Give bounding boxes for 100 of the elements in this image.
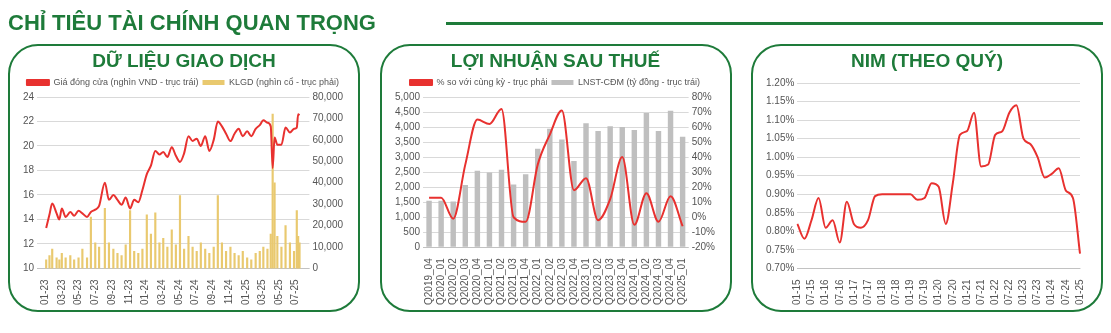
x-tick-label: Q2024_02 (639, 257, 651, 306)
y2-tick-label: 60% (691, 120, 712, 132)
x-tick-label: 01-22 (988, 278, 1000, 305)
x-tick-label: Q2020_03 (458, 257, 470, 306)
y-tick-label: 0.85% (766, 206, 795, 218)
legend-label: KLGD (nghìn cổ - trục phải) (229, 76, 340, 87)
x-tick-label: 01-25 (239, 278, 251, 305)
x-tick-label: Q2023_01 (579, 257, 591, 306)
x-tick-label: 09-24 (206, 278, 218, 305)
x-tick-label: 01-15 (791, 278, 803, 305)
x-tick-label: 11-24 (223, 279, 235, 305)
y-tick-label: 1.00% (766, 150, 795, 162)
y-tick-label: 3,500 (394, 135, 420, 147)
x-tick-label: 01-24 (139, 278, 151, 305)
x-tick-label: 01-25 (1073, 278, 1085, 305)
y-tick-label: 1.05% (766, 132, 795, 144)
x-tick-label: 07-17 (861, 278, 873, 305)
y2-tick-label: 30% (691, 165, 712, 177)
x-tick-label: Q2024_04 (663, 257, 675, 306)
y-tick-label: 0.90% (766, 188, 795, 199)
x-tick-label: 05-23 (72, 278, 84, 305)
x-tick-label: 01-16 (819, 278, 831, 305)
x-tick-label: 07-24 (189, 278, 201, 305)
y-tick-label: 4,500 (394, 105, 420, 117)
y-tick-label: 16 (23, 188, 35, 200)
y2-tick-label: 70% (691, 105, 712, 117)
y2-tick-label: 40% (691, 150, 712, 162)
y-tick-label: 1.10% (766, 113, 795, 125)
x-tick-label: 07-25 (289, 278, 301, 305)
x-tick-label: Q2021_02 (494, 257, 506, 306)
x-tick-label: 01-23 (39, 278, 51, 305)
y-tick-label: 0 (413, 241, 420, 253)
y2-tick-label: 50% (691, 135, 712, 147)
x-tick-label: 03-24 (155, 278, 167, 305)
x-tick-label: 05-25 (272, 278, 284, 305)
x-tick-label: Q2022_03 (555, 257, 567, 306)
x-tick-label: Q2022_04 (567, 257, 579, 306)
x-tick-label: Q2021_03 (506, 257, 518, 306)
x-tick-label: 07-24 (1059, 278, 1071, 305)
x-tick-label: 07-23 (1031, 278, 1043, 305)
x-tick-label: 01-19 (904, 278, 916, 305)
x-tick-label: 03-23 (55, 278, 67, 305)
y-tick-label: 5,000 (394, 90, 420, 102)
y2-tick-label: 0% (691, 210, 706, 222)
y-tick-label: 20 (23, 139, 35, 151)
y2-tick-label: -20% (691, 241, 715, 253)
x-tick-label: 01-21 (960, 278, 972, 305)
y-tick-label: 1,000 (394, 210, 420, 222)
y2-tick-label: 70,000 (312, 112, 344, 124)
y-tick-label: 1,500 (394, 195, 420, 207)
x-tick-label: Q2022_02 (543, 257, 555, 306)
x-tick-label: 01-20 (932, 278, 944, 305)
y2-tick-label: 20,000 (312, 219, 344, 231)
y-tick-label: 3,000 (394, 150, 420, 162)
y-tick-label: 14 (23, 213, 35, 225)
x-tick-label: Q2022_01 (530, 257, 542, 306)
x-tick-label: 01-23 (1017, 278, 1029, 305)
y-tick-label: 12 (23, 237, 35, 249)
x-tick-label: Q2020_04 (470, 257, 482, 306)
x-tick-label: 01-24 (1045, 278, 1057, 305)
x-tick-label: Q2021_01 (482, 257, 494, 306)
y2-tick-label: 80,000 (312, 90, 344, 102)
y-tick-label: 500 (402, 226, 420, 238)
y-tick-label: 1.20% (766, 76, 795, 88)
y2-tick-label: 10% (691, 195, 712, 207)
x-tick-label: 01-17 (847, 278, 859, 305)
x-tick-label: Q2024_01 (627, 257, 639, 306)
x-tick-label: 07-15 (805, 278, 817, 305)
y-tick-label: 1.15% (766, 95, 795, 107)
x-tick-label: Q2020_02 (446, 257, 458, 306)
x-tick-label: Q2020_01 (434, 257, 446, 306)
y-tick-label: 24 (23, 90, 35, 102)
x-tick-label: 11-23 (122, 279, 134, 305)
y2-tick-label: 60,000 (312, 133, 344, 145)
x-tick-label: Q2025_01 (675, 257, 687, 306)
legend-label: LNST-CĐM (tỷ đồng - trục trái) (577, 76, 700, 87)
x-tick-label: Q2019_04 (422, 257, 434, 306)
y-tick-label: 22 (23, 115, 35, 127)
x-tick-label: 07-16 (833, 278, 845, 305)
x-tick-label: 07-22 (1003, 278, 1015, 305)
text: CHỈ TIÊU TÀI CHÍNH QUAN TRỌNG (8, 10, 376, 36)
x-tick-label: 07-18 (890, 278, 902, 305)
x-tick-label: 01-18 (875, 278, 887, 305)
y2-tick-label: 30,000 (312, 197, 344, 209)
y-tick-label: 10 (23, 262, 35, 274)
y2-tick-label: 50,000 (312, 155, 344, 167)
x-tick-label: Q2023_04 (615, 257, 627, 306)
y-tick-label: 0.75% (766, 243, 795, 255)
x-tick-label: 07-20 (946, 278, 958, 305)
y2-tick-label: 20% (691, 180, 712, 192)
x-tick-label: 07-19 (918, 278, 930, 305)
chart-title: LỢI NHUẬN SAU THUẾ (449, 50, 662, 73)
x-tick-label: Q2021_04 (518, 257, 530, 306)
y-tick-label: 0.95% (766, 169, 795, 181)
x-tick-label: 07-23 (89, 278, 101, 305)
y2-tick-label: 10,000 (312, 240, 344, 252)
x-tick-label: 07-21 (974, 278, 986, 305)
x-tick-label: 03-25 (255, 278, 267, 305)
y2-tick-label: 40,000 (312, 176, 344, 188)
x-tick-label: Q2023_02 (591, 257, 603, 306)
